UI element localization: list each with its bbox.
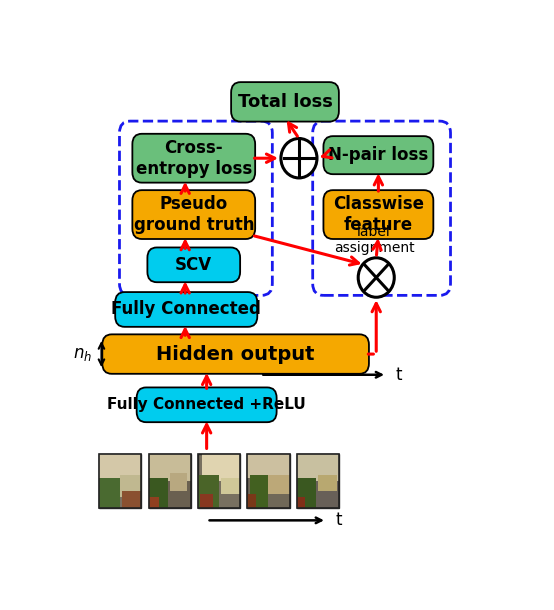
Bar: [99, 454, 141, 478]
Text: t: t: [396, 366, 402, 384]
Circle shape: [358, 258, 394, 297]
Circle shape: [281, 138, 317, 178]
Text: Hidden output: Hidden output: [156, 345, 315, 364]
Bar: [148, 454, 191, 508]
Bar: [297, 478, 316, 508]
Bar: [148, 454, 191, 508]
FancyBboxPatch shape: [324, 190, 433, 239]
Bar: [148, 478, 168, 508]
Bar: [122, 492, 141, 508]
Bar: [198, 454, 240, 508]
FancyBboxPatch shape: [132, 190, 255, 239]
Bar: [148, 497, 159, 508]
Text: Classwise
feature: Classwise feature: [333, 195, 424, 234]
Text: label
assignment: label assignment: [334, 225, 414, 255]
Text: Cross-
entropy loss: Cross- entropy loss: [136, 139, 252, 178]
Bar: [297, 454, 339, 481]
Bar: [249, 475, 269, 508]
Bar: [198, 454, 240, 508]
Bar: [99, 454, 141, 508]
FancyBboxPatch shape: [115, 292, 257, 327]
Bar: [148, 454, 191, 481]
Bar: [198, 475, 219, 508]
FancyBboxPatch shape: [147, 248, 240, 282]
FancyBboxPatch shape: [132, 134, 255, 182]
Bar: [120, 475, 141, 497]
FancyBboxPatch shape: [231, 82, 339, 121]
Text: Fully Connected +ReLU: Fully Connected +ReLU: [107, 397, 306, 412]
Bar: [99, 478, 120, 508]
Text: N-pair loss: N-pair loss: [329, 146, 428, 164]
Bar: [248, 454, 290, 508]
Bar: [248, 494, 256, 508]
Bar: [248, 454, 290, 478]
Text: SCV: SCV: [175, 256, 212, 274]
Bar: [99, 454, 141, 508]
Bar: [200, 494, 213, 508]
Bar: [297, 454, 339, 508]
FancyBboxPatch shape: [137, 387, 276, 422]
Bar: [202, 454, 240, 481]
Text: t: t: [336, 511, 342, 529]
Bar: [318, 475, 337, 492]
Bar: [297, 497, 305, 508]
Text: Fully Connected: Fully Connected: [111, 301, 261, 318]
Text: $n_h$: $n_h$: [74, 345, 93, 363]
Text: Pseudo
ground truth: Pseudo ground truth: [134, 195, 254, 234]
FancyBboxPatch shape: [102, 334, 369, 374]
FancyBboxPatch shape: [324, 136, 433, 174]
Bar: [248, 454, 290, 508]
Text: Total loss: Total loss: [238, 93, 332, 111]
Bar: [269, 475, 290, 494]
Bar: [170, 473, 187, 492]
Bar: [221, 478, 240, 494]
Bar: [297, 454, 339, 508]
